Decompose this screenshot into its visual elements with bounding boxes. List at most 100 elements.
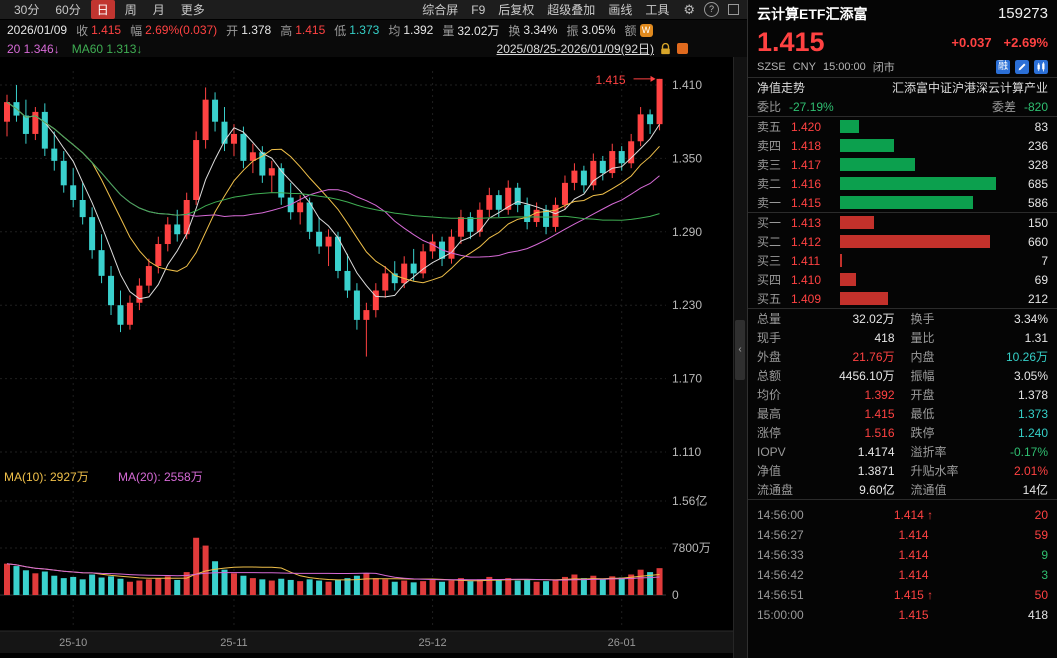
stat-row: 均价 1.392 开盘 1.378	[757, 387, 1048, 403]
svg-text:0: 0	[672, 588, 679, 602]
fullscreen-icon[interactable]	[728, 4, 739, 16]
edit-icon[interactable]	[1015, 60, 1029, 74]
weibi-value: -27.19%	[789, 99, 834, 114]
toolbar-item-draw-line[interactable]: 画线	[608, 3, 633, 18]
period-tabs: 30分 60分日周月更多	[8, 0, 211, 20]
stat-row: 现手 418 量比 1.31	[757, 330, 1048, 346]
period-tab-month[interactable]: 月	[152, 3, 165, 18]
security-code: 159273	[997, 5, 1048, 22]
svg-text:1.415: 1.415	[596, 73, 626, 87]
svg-text:25-12: 25-12	[419, 637, 447, 649]
toolbar-item-tools[interactable]: 工具	[645, 3, 670, 18]
book-row-bid[interactable]: 买一 1.413 150	[757, 215, 1048, 231]
book-row-ask[interactable]: 卖二 1.416 685	[757, 176, 1048, 192]
svg-text:7800万: 7800万	[672, 541, 711, 555]
book-row-ask[interactable]: 卖一 1.415 586	[757, 195, 1048, 211]
stat-row: 总额 4456.10万 振幅 3.05%	[757, 368, 1048, 384]
period-tab-more[interactable]: 更多	[180, 3, 205, 18]
info-field: 均 1.392	[388, 23, 434, 38]
notice-icon[interactable]	[677, 43, 688, 54]
toolbar-item-adjust-mode[interactable]: 后复权	[498, 3, 535, 18]
date-range-link[interactable]: 2025/08/25-2026/01/09(92日)	[496, 42, 654, 56]
book-row-bid[interactable]: 买五 1.409 212	[757, 291, 1048, 307]
date-range-wrap: 2025/08/25-2026/01/09(92日)	[497, 40, 688, 57]
quote-panel: 云计算ETF汇添富 159273 1.415 +0.037 +2.69% SZS…	[748, 0, 1057, 658]
quote-badges: 融	[996, 60, 1048, 74]
settings-gear-icon[interactable]: ⚙	[683, 2, 695, 18]
collapse-handle-icon[interactable]: ‹	[735, 320, 745, 380]
tick-row: 14:56:33 1.414 9	[757, 548, 1048, 562]
chart-toolbar: 30分 60分日周月更多 综合屏 F9 后复权 超级叠加 画线 工具 ⚙?	[0, 0, 747, 21]
fund-row: 净值走势 汇添富中证沪港深云计算产业	[748, 77, 1057, 97]
stat-row: 最高 1.415 最低 1.373	[757, 406, 1048, 422]
depth-bar	[840, 216, 875, 229]
wencai-icon[interactable]: W	[639, 23, 653, 37]
svg-text:MA(20): 2558万: MA(20): 2558万	[118, 470, 203, 484]
book-row-ask[interactable]: 卖五 1.420 83	[757, 119, 1048, 135]
stat-row: 总量 32.02万 换手 3.34%	[757, 311, 1048, 327]
market-status: 闭市	[872, 62, 895, 74]
toolbar-item-composite-screen[interactable]: 综合屏	[422, 3, 459, 18]
help-icon[interactable]: ?	[704, 2, 719, 18]
security-name: 云计算ETF汇添富	[757, 5, 868, 22]
tick-row: 14:56:51 1.415 ↑ 50	[757, 588, 1048, 602]
tick-row: 14:56:27 1.414 59	[757, 528, 1048, 542]
kline-icon[interactable]	[1034, 60, 1048, 74]
depth-bar	[840, 196, 974, 209]
toolbar-item-super-overlay[interactable]: 超级叠加	[547, 3, 596, 18]
tick-row: 14:56:00 1.414 ↑ 20	[757, 508, 1048, 522]
stat-row: 净值 1.3871 升贴水率 2.01%	[757, 463, 1048, 479]
svg-text:1.350: 1.350	[672, 151, 702, 165]
info-fields: 收 1.415 幅 2.69%(0.037) 开 1.378 高 1.415 低 1.373 均 1.…	[76, 22, 653, 39]
info-field: 开 1.378	[226, 23, 272, 38]
price-change: +0.037	[951, 34, 992, 50]
book-row-ask[interactable]: 卖三 1.417 328	[757, 157, 1048, 173]
svg-text:1.56亿: 1.56亿	[672, 493, 707, 508]
weicha-value: -820	[1023, 99, 1048, 114]
depth-bar	[840, 254, 842, 267]
nav-trend-link[interactable]: 净值走势	[757, 81, 806, 95]
candlestick-chart[interactable]: 1.410 1.350 1.290 1.230 1.170 1.110 1.56亿 7800万…	[0, 57, 747, 658]
panel-scrollbar[interactable]: ‹	[733, 57, 747, 658]
ma-label: 20 1.346↓	[7, 41, 60, 56]
quote-meta-row: SZSE CNY 15:00:00 闭市 融	[748, 57, 1057, 77]
currency-label: CNY	[792, 61, 816, 73]
toolbar-item-f9[interactable]: F9	[471, 2, 486, 17]
period-tab-week[interactable]: 周	[124, 3, 137, 18]
depth-bar	[840, 120, 859, 133]
info-field: 换 3.34%	[508, 23, 558, 38]
bid-book: 买一 1.413 150 买二 1.412 660 买三 1.411 7 买四 1.410 69 买五 1…	[748, 212, 1057, 308]
book-row-bid[interactable]: 买二 1.412 660	[757, 234, 1048, 250]
price-change-pct: +2.69%	[1003, 34, 1048, 50]
stat-row: 外盘 21.76万 内盘 10.26万	[757, 350, 1048, 364]
period-tab-30min[interactable]: 30分	[14, 3, 40, 18]
toolbar-icons: ⚙?	[683, 2, 739, 18]
book-row-bid[interactable]: 买三 1.411 7	[757, 253, 1048, 269]
info-field: 振 3.05%	[566, 23, 616, 38]
depth-bar	[840, 273, 856, 286]
info-field: 量 32.02万	[442, 23, 500, 38]
weibi-label: 委比	[757, 100, 782, 114]
fund-full-name: 汇添富中证沪港深云计算产业	[891, 81, 1048, 95]
info-field: 高 1.415	[280, 23, 326, 38]
ma-labels: 20 1.346↓ MA60 1.313↓	[7, 42, 142, 56]
chart-canvas[interactable]: 1.410 1.350 1.290 1.230 1.170 1.110 1.56亿 7800万…	[0, 57, 735, 653]
stat-row: 涨停 1.516 跌停 1.240	[757, 425, 1048, 441]
toolbar-tools: 综合屏 F9 后复权 超级叠加 画线 工具	[422, 1, 669, 18]
chart-panel: 30分 60分日周月更多 综合屏 F9 后复权 超级叠加 画线 工具 ⚙? 2026/01/…	[0, 0, 748, 658]
ma-legend-bar: 20 1.346↓ MA60 1.313↓ 2025/08/25-2026/01/…	[0, 40, 747, 57]
period-tab-day[interactable]: 日	[90, 0, 115, 20]
lock-icon[interactable]	[660, 42, 671, 55]
margin-trading-badge[interactable]: 融	[996, 60, 1010, 74]
ask-book: 卖五 1.420 83 卖四 1.418 236 卖三 1.417 328 卖二 1.416 685 卖…	[748, 116, 1057, 212]
depth-bar	[840, 158, 915, 171]
period-tab-60min[interactable]: 60分	[55, 3, 81, 18]
svg-text:1.410: 1.410	[672, 78, 702, 92]
book-row-ask[interactable]: 卖四 1.418 236	[757, 138, 1048, 154]
tick-row: 14:56:42 1.414 3	[757, 568, 1048, 582]
stat-row: 流通盘 9.60亿 流通值 14亿	[757, 483, 1048, 497]
book-row-bid[interactable]: 买四 1.410 69	[757, 272, 1048, 288]
svg-text:25-11: 25-11	[220, 637, 247, 649]
stats-grid: 总量 32.02万 换手 3.34% 现手 418 量比 1.31 外盘 21.76万 内盘 10.2…	[748, 308, 1057, 499]
